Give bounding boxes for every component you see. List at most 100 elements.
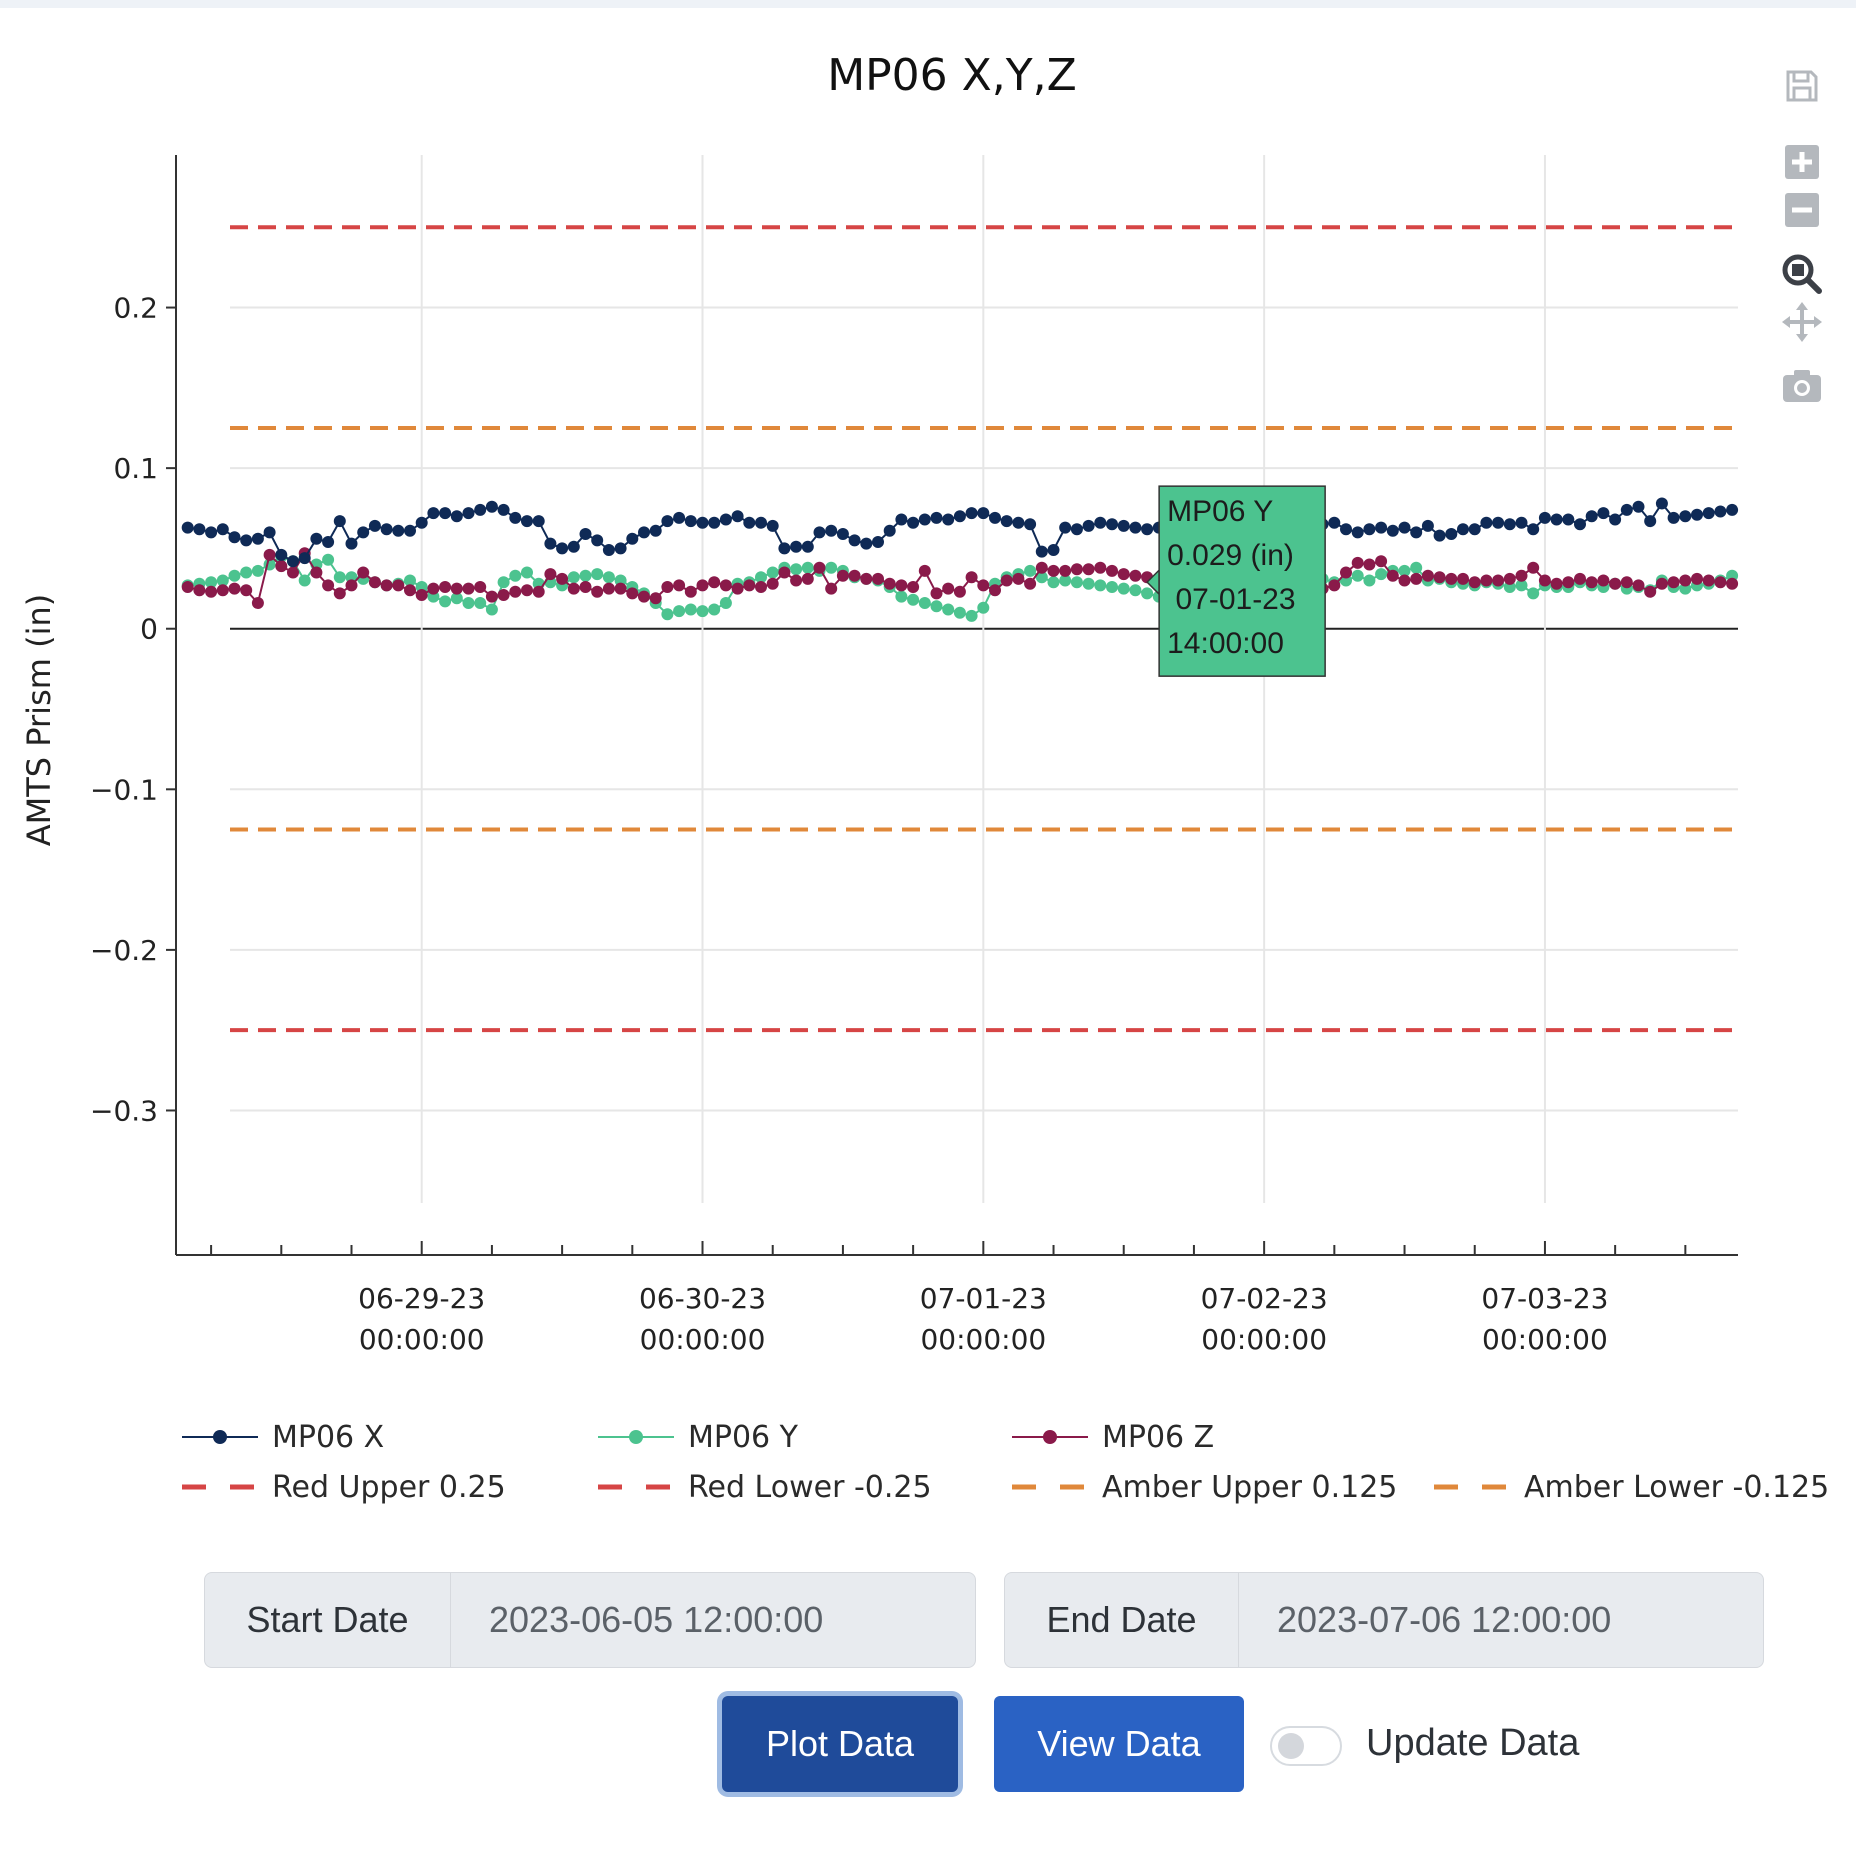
data-point-mp06-z <box>860 572 873 585</box>
data-point-mp06-y <box>439 595 452 608</box>
data-point-mp06-y <box>474 597 487 609</box>
data-point-mp06-y <box>404 574 416 587</box>
legend: MP06 X MP06 Y MP06 Z Red Upper 0.25 Red … <box>180 1415 1840 1525</box>
data-point-mp06-z <box>930 587 943 600</box>
data-point-mp06-x <box>298 552 311 565</box>
data-point-mp06-z <box>1094 561 1107 574</box>
data-point-mp06-z <box>1457 572 1469 585</box>
legend-item-mp06-z[interactable]: MP06 Z <box>1010 1415 1214 1459</box>
legend-label: Red Lower -0.25 <box>688 1469 932 1505</box>
data-point-mp06-y <box>907 593 920 606</box>
chart: MP06 X,Y,Z 0.2 0.1 0 −0.1 −0.2 −0.3 06-29-23 00… <box>20 50 1739 1356</box>
y-tick-label: −0.3 <box>90 1094 158 1127</box>
save-button[interactable] <box>1778 62 1826 110</box>
data-point-mp06-x <box>1702 507 1715 520</box>
end-date-label: End Date <box>1005 1573 1239 1667</box>
data-point-mp06-x <box>1340 523 1352 536</box>
data-point-mp06-z <box>287 566 299 579</box>
data-point-mp06-z <box>1445 572 1458 585</box>
data-point-mp06-z <box>193 584 206 597</box>
data-point-mp06-z <box>1433 571 1446 584</box>
zoom-out-button[interactable] <box>1778 186 1826 234</box>
tooltip-line: MP06 Y <box>1167 495 1273 528</box>
data-point-mp06-x <box>1609 513 1622 526</box>
data-point-mp06-z <box>813 561 826 574</box>
data-point-mp06-y <box>205 576 218 589</box>
end-date-input[interactable]: 2023-07-06 12:00:00 <box>1277 1599 1612 1640</box>
legend-item-amber-upper[interactable]: Amber Upper 0.125 <box>1010 1465 1397 1509</box>
data-point-mp06-x <box>1059 521 1072 534</box>
data-point-mp06-x <box>930 511 943 524</box>
data-point-mp06-y <box>602 571 615 584</box>
data-point-mp06-x <box>907 516 920 529</box>
update-data-toggle[interactable] <box>1270 1726 1342 1766</box>
end-date-group: End Date 2023-07-06 12:00:00 <box>1004 1572 1764 1668</box>
data-point-mp06-z <box>1106 564 1118 577</box>
data-point-mp06-x <box>228 531 241 544</box>
pan-button[interactable] <box>1778 298 1826 346</box>
data-point-mp06-z <box>1515 569 1528 582</box>
y-axis-label: AMTS Prism (in) <box>20 594 58 846</box>
start-date-label: Start Date <box>205 1573 451 1667</box>
data-point-mp06-y <box>1351 569 1364 582</box>
data-point-mp06-x <box>848 534 861 547</box>
data-point-mp06-z <box>521 584 533 597</box>
legend-label: Red Upper 0.25 <box>272 1469 506 1505</box>
series-layer <box>181 497 1739 622</box>
data-point-mp06-x <box>322 536 335 548</box>
zoom-in-button[interactable] <box>1778 138 1826 186</box>
data-point-mp06-z <box>895 579 908 592</box>
data-point-mp06-z <box>439 581 452 593</box>
data-point-mp06-z <box>310 566 323 579</box>
camera-button[interactable] <box>1778 362 1826 410</box>
data-point-mp06-z <box>556 572 569 585</box>
data-point-mp06-y <box>801 561 814 574</box>
data-point-mp06-x <box>1012 516 1025 529</box>
data-point-mp06-x <box>251 532 264 545</box>
tooltip-box <box>1158 485 1326 677</box>
data-point-mp06-z <box>1585 576 1598 589</box>
data-point-mp06-x <box>1550 513 1563 526</box>
pan-icon <box>1782 302 1822 342</box>
legend-item-red-lower[interactable]: Red Lower -0.25 <box>596 1465 932 1509</box>
data-point-mp06-z <box>228 582 241 595</box>
data-point-mp06-x <box>860 537 873 550</box>
data-point-mp06-x <box>345 537 358 550</box>
data-point-mp06-x <box>1445 528 1458 540</box>
data-point-mp06-x <box>1082 519 1095 532</box>
data-point-mp06-x <box>836 528 849 540</box>
y-tick-label: 0 <box>140 613 158 646</box>
series-mp06-x <box>181 497 1739 568</box>
data-point-mp06-x <box>1351 526 1364 539</box>
legend-item-mp06-x[interactable]: MP06 X <box>180 1415 384 1459</box>
legend-item-red-upper[interactable]: Red Upper 0.25 <box>180 1465 506 1509</box>
y-tick-label: 0.1 <box>113 452 158 485</box>
data-point-mp06-y <box>240 566 253 579</box>
plot-data-button[interactable]: Plot Data <box>722 1696 958 1792</box>
data-point-mp06-x <box>1585 510 1598 523</box>
view-data-button[interactable]: View Data <box>994 1696 1244 1792</box>
zoom-button[interactable] <box>1778 250 1826 298</box>
x-tick-label-date: 07-02-23 <box>1201 1282 1328 1315</box>
data-point-mp06-z <box>883 577 896 590</box>
y-tick-label: −0.2 <box>90 934 158 967</box>
data-point-mp06-y <box>1106 581 1118 593</box>
tooltip-line: 14:00:00 <box>1167 627 1284 660</box>
data-point-mp06-y <box>1117 582 1130 595</box>
data-point-mp06-x <box>626 532 639 545</box>
data-point-mp06-x <box>1433 529 1446 542</box>
data-point-mp06-z <box>1644 585 1657 598</box>
start-date-input[interactable]: 2023-06-05 12:00:00 <box>489 1599 824 1640</box>
legend-item-amber-lower[interactable]: Amber Lower -0.125 <box>1432 1465 1829 1509</box>
data-point-mp06-z <box>801 572 814 585</box>
data-point-mp06-x <box>1562 513 1575 526</box>
x-tick-label-time: 00:00:00 <box>920 1323 1046 1356</box>
data-point-mp06-z <box>462 582 475 595</box>
data-point-mp06-z <box>509 585 522 598</box>
legend-item-mp06-y[interactable]: MP06 Y <box>596 1415 798 1459</box>
data-point-mp06-x <box>205 526 218 539</box>
data-point-mp06-x <box>357 526 370 539</box>
data-point-mp06-z <box>1375 555 1388 568</box>
data-point-mp06-y <box>228 569 241 582</box>
data-point-mp06-y <box>1398 564 1411 577</box>
